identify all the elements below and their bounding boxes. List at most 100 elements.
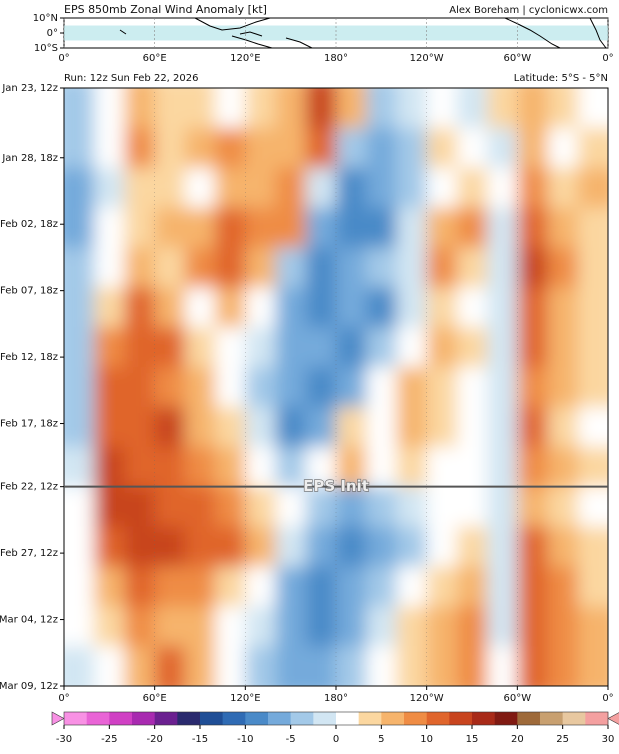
- heat-cell: [245, 167, 277, 209]
- heat-cell: [124, 207, 156, 248]
- heat-cell: [94, 486, 125, 528]
- heat-cell: [336, 327, 367, 368]
- heat-cell: [426, 207, 458, 248]
- heat-cell: [396, 287, 428, 328]
- heat-cell: [124, 88, 156, 129]
- heat-cell: [456, 88, 488, 129]
- heat-cell: [245, 646, 277, 686]
- heat-cell: [396, 127, 428, 169]
- heat-cell: [124, 127, 156, 169]
- heat-cell: [184, 327, 216, 368]
- heat-cell: [124, 446, 156, 488]
- heat-cell: [215, 566, 246, 607]
- heat-cell: [94, 327, 125, 368]
- heat-cell: [577, 167, 608, 209]
- colorbar-swatch: [132, 712, 155, 725]
- heat-cell: [305, 127, 337, 169]
- heat-cell: [94, 127, 125, 169]
- heat-cell: [396, 367, 428, 408]
- colorbar-swatch: [222, 712, 246, 725]
- heat-cell: [487, 526, 518, 567]
- heat-cell: [215, 327, 246, 368]
- map-x-tick-label: 0°: [602, 53, 613, 64]
- heat-cell: [336, 367, 367, 408]
- heat-cell: [64, 127, 95, 169]
- heat-cell: [215, 127, 246, 169]
- init-label: EPS Init: [303, 477, 369, 495]
- x-tick-label: 60°E: [143, 693, 167, 704]
- heat-cell: [64, 486, 95, 528]
- heat-cell: [154, 287, 186, 328]
- heat-cell: [94, 167, 125, 209]
- colorbar-swatch: [245, 712, 269, 725]
- heat-cell: [456, 646, 488, 686]
- heat-cell: [487, 406, 518, 448]
- heat-cell: [275, 247, 307, 288]
- heat-cell: [547, 646, 579, 686]
- heat-cell: [94, 646, 125, 686]
- heat-cell: [94, 606, 125, 647]
- heat-cell: [487, 127, 518, 169]
- heat-cell: [336, 406, 367, 448]
- y-tick-label: Jan 23, 12z: [1, 83, 58, 94]
- heat-cell: [275, 287, 307, 328]
- colorbar-tick-label: -30: [56, 734, 72, 745]
- colorbar-tick-label: 20: [511, 734, 524, 745]
- x-tick-label: 0°: [602, 693, 613, 704]
- colorbar-swatch: [177, 712, 201, 725]
- heat-cell: [517, 88, 549, 129]
- heat-cell: [245, 526, 277, 567]
- heat-cell: [517, 606, 549, 647]
- heat-cell: [245, 287, 277, 328]
- heat-cell: [245, 247, 277, 288]
- heat-cell: [154, 207, 186, 248]
- heat-cell: [517, 566, 549, 607]
- heat-cell: [577, 367, 608, 408]
- heat-cell: [154, 88, 186, 129]
- heat-cell: [305, 406, 337, 448]
- heat-cell: [64, 327, 95, 368]
- heat-cell: [336, 247, 367, 288]
- map-x-tick-label: 120°E: [230, 53, 260, 64]
- heat-cell: [396, 207, 428, 248]
- heat-cell: [184, 287, 216, 328]
- heat-cell: [517, 406, 549, 448]
- credit: Alex Boreham | cyclonicwx.com: [449, 5, 608, 16]
- heat-cell: [305, 486, 337, 528]
- y-tick-label: Feb 27, 12z: [0, 548, 58, 559]
- heat-cell: [305, 646, 337, 686]
- heat-cell: [547, 406, 579, 448]
- heat-cell: [305, 167, 337, 209]
- y-tick-label: Feb 12, 18z: [0, 352, 58, 363]
- heat-cell: [275, 566, 307, 607]
- colorbar-swatch: [585, 712, 609, 725]
- heat-cell: [154, 127, 186, 169]
- heat-cell: [517, 247, 549, 288]
- heat-cell: [547, 287, 579, 328]
- colorbar-swatch: [381, 712, 405, 725]
- heat-cell: [154, 406, 186, 448]
- heat-cell: [275, 486, 307, 528]
- heat-cell: [396, 406, 428, 448]
- heat-cell: [305, 287, 337, 328]
- heat-cell: [366, 167, 397, 209]
- heat-cell: [366, 646, 397, 686]
- heat-cell: [215, 406, 246, 448]
- chart-title: EPS 850mb Zonal Wind Anomaly [kt]: [64, 3, 267, 16]
- colorbar-tick-label: 30: [602, 734, 615, 745]
- heat-cell: [245, 207, 277, 248]
- heat-cell: [184, 526, 216, 567]
- colorbar-tick-label: 10: [420, 734, 433, 745]
- heat-cell: [215, 167, 246, 209]
- heat-cell: [184, 406, 216, 448]
- y-tick-label: Feb 07, 18z: [0, 286, 58, 297]
- heat-cell: [154, 526, 186, 567]
- heat-cell: [456, 526, 488, 567]
- heat-cell: [487, 88, 518, 129]
- colorbar-swatch: [86, 712, 110, 725]
- heat-cell: [275, 526, 307, 567]
- colorbar-tick-label: 25: [556, 734, 569, 745]
- heat-cell: [305, 207, 337, 248]
- heat-cell: [94, 207, 125, 248]
- heat-cell: [124, 566, 156, 607]
